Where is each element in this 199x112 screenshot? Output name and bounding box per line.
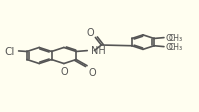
Text: CH₃: CH₃ bbox=[169, 33, 183, 42]
Text: O: O bbox=[60, 66, 68, 76]
Text: NH: NH bbox=[91, 46, 105, 56]
Text: O: O bbox=[166, 43, 173, 52]
Text: O: O bbox=[87, 27, 95, 37]
Text: Cl: Cl bbox=[5, 46, 15, 56]
Text: CH₃: CH₃ bbox=[169, 43, 183, 52]
Text: O: O bbox=[166, 33, 173, 42]
Text: O: O bbox=[89, 67, 96, 77]
